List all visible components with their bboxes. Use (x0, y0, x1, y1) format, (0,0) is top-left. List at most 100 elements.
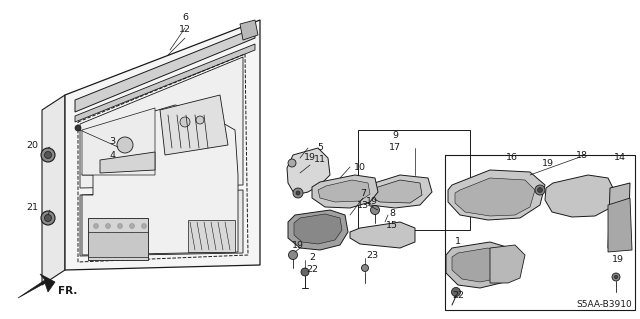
Text: 18: 18 (576, 151, 588, 160)
Text: 19: 19 (542, 159, 554, 167)
Text: 7: 7 (360, 189, 366, 197)
Polygon shape (294, 214, 342, 244)
Polygon shape (608, 183, 630, 248)
Circle shape (118, 233, 122, 238)
Text: 14: 14 (614, 153, 626, 162)
Text: 19: 19 (292, 241, 304, 249)
Circle shape (141, 233, 147, 238)
Polygon shape (95, 175, 237, 200)
Polygon shape (545, 175, 615, 217)
Text: 19: 19 (612, 256, 624, 264)
Circle shape (289, 250, 298, 259)
Circle shape (93, 250, 99, 256)
Polygon shape (350, 222, 415, 248)
Polygon shape (370, 180, 422, 203)
Circle shape (106, 233, 111, 238)
Polygon shape (288, 210, 348, 250)
Text: 4: 4 (109, 151, 115, 160)
Text: 8: 8 (389, 209, 395, 218)
Circle shape (301, 268, 309, 276)
Text: 3: 3 (109, 137, 115, 146)
Circle shape (141, 224, 147, 228)
Polygon shape (80, 57, 243, 188)
Polygon shape (490, 245, 525, 283)
Polygon shape (287, 148, 330, 195)
Polygon shape (88, 218, 148, 260)
Circle shape (41, 211, 55, 225)
Circle shape (118, 241, 122, 247)
Text: 5: 5 (317, 144, 323, 152)
Polygon shape (42, 95, 65, 285)
Circle shape (293, 188, 303, 198)
Polygon shape (362, 175, 432, 208)
Text: 9: 9 (392, 130, 398, 139)
Text: 16: 16 (506, 153, 518, 162)
Circle shape (93, 224, 99, 228)
Polygon shape (455, 178, 535, 216)
Circle shape (106, 241, 111, 247)
Circle shape (288, 159, 296, 167)
Text: 19: 19 (366, 197, 378, 206)
Circle shape (129, 241, 134, 247)
Polygon shape (188, 220, 235, 252)
Bar (358, 130, 470, 230)
Text: 11: 11 (314, 155, 326, 165)
Polygon shape (318, 180, 370, 202)
Circle shape (141, 250, 147, 256)
Polygon shape (312, 175, 378, 208)
Polygon shape (105, 180, 180, 196)
Circle shape (41, 148, 55, 162)
Text: 21: 21 (26, 204, 38, 212)
Circle shape (180, 117, 190, 127)
Circle shape (612, 273, 620, 281)
Circle shape (535, 185, 545, 195)
Circle shape (129, 233, 134, 238)
Circle shape (538, 188, 543, 192)
Text: 17: 17 (389, 144, 401, 152)
Text: 20: 20 (26, 140, 38, 150)
Circle shape (45, 214, 51, 221)
Text: FR.: FR. (58, 286, 77, 296)
Circle shape (129, 250, 134, 256)
Circle shape (451, 287, 461, 296)
Text: 1: 1 (455, 238, 461, 247)
Circle shape (106, 250, 111, 256)
Polygon shape (448, 170, 545, 220)
Text: 6: 6 (182, 12, 188, 21)
Circle shape (117, 137, 133, 153)
Circle shape (141, 241, 147, 247)
Circle shape (93, 233, 99, 238)
Circle shape (75, 125, 81, 131)
Circle shape (362, 264, 369, 271)
Circle shape (45, 152, 51, 159)
Polygon shape (82, 108, 155, 175)
Polygon shape (18, 274, 55, 298)
Polygon shape (80, 190, 243, 256)
Text: 15: 15 (386, 220, 398, 229)
Text: 23: 23 (366, 250, 378, 259)
Circle shape (371, 205, 380, 214)
Polygon shape (88, 232, 148, 257)
Text: 19: 19 (304, 153, 316, 162)
Polygon shape (75, 44, 255, 122)
Circle shape (614, 275, 618, 279)
Polygon shape (160, 95, 228, 155)
Circle shape (118, 224, 122, 228)
Text: 12: 12 (179, 25, 191, 33)
Polygon shape (75, 28, 255, 112)
Circle shape (129, 224, 134, 228)
Polygon shape (240, 20, 258, 40)
Circle shape (118, 250, 122, 256)
Circle shape (93, 241, 99, 247)
Text: 13: 13 (357, 201, 369, 210)
Circle shape (196, 116, 204, 124)
Bar (445, 155, 635, 310)
Polygon shape (608, 198, 632, 252)
Text: 10: 10 (354, 164, 366, 173)
Polygon shape (452, 248, 508, 282)
Text: 22: 22 (452, 291, 464, 300)
Text: 22: 22 (306, 265, 318, 275)
Polygon shape (82, 105, 238, 255)
Polygon shape (65, 20, 260, 270)
Polygon shape (100, 152, 155, 173)
